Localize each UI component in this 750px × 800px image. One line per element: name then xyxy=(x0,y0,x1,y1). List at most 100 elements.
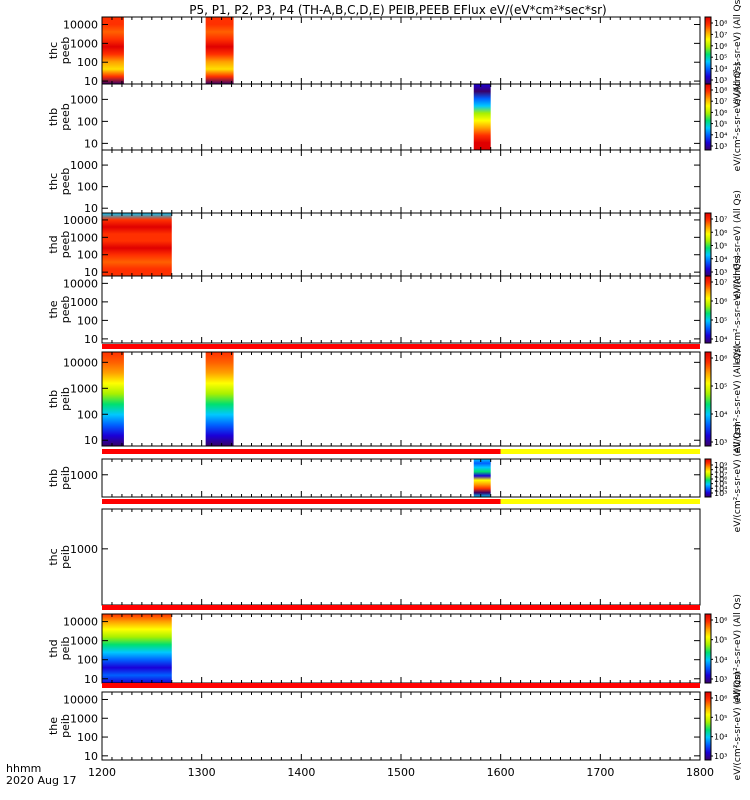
colorbar-tick-label: 10⁶ xyxy=(714,475,727,484)
colorbar-label: eV/(cm²-s-sr-eV) (All Qs) xyxy=(733,255,743,364)
x-tick-label: 1600 xyxy=(487,766,515,779)
colorbar-tick-label: 10⁴ xyxy=(714,65,727,74)
colorbar xyxy=(704,691,712,761)
colorbar-tick-label: 10³ xyxy=(714,752,727,761)
y-tick-label: 100 xyxy=(77,181,98,194)
y-tick-label: 100 xyxy=(77,115,98,128)
colorbar xyxy=(704,275,712,344)
panel-species-label: peib xyxy=(59,545,72,569)
y-tick-label: 10000 xyxy=(63,356,98,369)
y-tick-label: 1000 xyxy=(70,159,98,172)
panel-frame xyxy=(101,83,701,151)
y-tick-label: 100 xyxy=(77,654,98,667)
panel-probe-label: thd xyxy=(47,235,60,253)
panel-thc-peib: 1000 thc peib xyxy=(47,508,701,606)
mode-bar xyxy=(102,344,700,349)
y-tick-label: 1000 xyxy=(70,712,98,725)
colorbar-tick-label: 10³ xyxy=(714,675,727,684)
colorbar-tick-label: 10⁶ xyxy=(714,42,727,51)
colorbar-tick-label: 10⁹ xyxy=(714,461,727,470)
colorbar-tick-label: 10⁵ xyxy=(714,480,727,489)
colorbar-tick-label: 10⁶ xyxy=(714,616,727,625)
y-tick-label: 10 xyxy=(84,333,98,346)
colorbar xyxy=(704,351,712,447)
colorbar-label: eV/(cm²-s-sr-eV) (All Qs) xyxy=(733,63,743,172)
panel-species-label: peib xyxy=(59,466,72,490)
y-tick-label: 10000 xyxy=(63,693,98,706)
panel-probe-label: thb xyxy=(47,469,60,487)
mode-bar xyxy=(102,449,501,454)
colorbar-tick-label: 10⁵ xyxy=(714,636,727,645)
panel-frame xyxy=(101,212,701,277)
colorbar-tick-label: 10⁵ xyxy=(714,53,727,62)
colorbar-tick-label: 10⁸ xyxy=(714,86,727,95)
colorbar-tick-label: 10⁵ xyxy=(714,316,727,325)
y-tick-label: 1000 xyxy=(70,37,98,50)
x-tick-label: 1200 xyxy=(88,766,116,779)
y-tick-label: 10000 xyxy=(63,214,98,227)
panel-probe-label: the xyxy=(47,717,60,735)
colorbar-label: eV/(cm²-s-sr-eV) (All Qs) xyxy=(733,345,743,454)
y-tick-label: 1000 xyxy=(70,543,98,556)
panel-frame xyxy=(101,613,701,684)
colorbar-tick-label: 10⁷ xyxy=(714,97,727,106)
x-tick-label: 1800 xyxy=(686,766,714,779)
colorbar-tick-label: 10⁶ xyxy=(714,694,727,703)
colorbar-label: eV/(cm²-s-sr-eV) (All Qs) xyxy=(733,190,743,299)
y-tick-label: 10 xyxy=(84,75,98,88)
colorbar-tick-label: 10⁴ xyxy=(714,131,727,140)
x-axis-label-date: 2020 Aug 17 xyxy=(6,774,76,787)
colorbar-label: eV/(cm²-s-sr-eV) (All Qs) xyxy=(733,672,743,781)
panel-probe-label: thb xyxy=(47,108,60,126)
panel-species-label: peeb xyxy=(59,231,72,259)
panel-frame xyxy=(101,351,701,447)
colorbar-label: eV/(cm²-s-sr-eV) (All Qs) xyxy=(733,594,743,703)
panel-frame xyxy=(101,16,701,85)
colorbar-tick-label: 10⁵ xyxy=(714,713,727,722)
y-tick-label: 100 xyxy=(77,731,98,744)
mode-bar xyxy=(102,683,700,688)
colorbar-tick-label: 10⁴ xyxy=(714,733,727,742)
y-tick-label: 100 xyxy=(77,314,98,327)
y-tick-label: 10 xyxy=(84,673,98,686)
spectrogram-block xyxy=(473,459,491,497)
colorbar-tick-label: 10⁴ xyxy=(714,410,727,419)
panel-frame xyxy=(101,508,701,606)
colorbar-label: eV/(cm²-s-sr-eV) (All Qs) xyxy=(733,0,743,105)
colorbar-tick-label: 10³ xyxy=(714,76,727,85)
panel-species-label: peib xyxy=(59,387,72,411)
spectrogram-block xyxy=(205,352,234,446)
x-tick-label: 1500 xyxy=(387,766,415,779)
x-axis-label-hhmm: hhmm xyxy=(6,762,41,775)
y-tick-label: 100 xyxy=(77,56,98,69)
spectrogram-block xyxy=(473,84,491,150)
y-tick-label: 10 xyxy=(84,202,98,215)
colorbar-tick-label: 10³ xyxy=(714,268,727,277)
panel-species-label: peeb xyxy=(59,103,72,131)
panel-thc-peeb: 10 100 1000 thc peeb xyxy=(47,149,701,215)
colorbar-tick-label: 10⁷ xyxy=(714,30,727,39)
y-tick-label: 1000 xyxy=(70,231,98,244)
y-tick-label: 10 xyxy=(84,750,98,763)
panel-probe-label: thc xyxy=(47,42,60,59)
x-tick-label: 1300 xyxy=(188,766,216,779)
panel-frame xyxy=(101,691,701,761)
panel-species-label: peib xyxy=(59,714,72,738)
x-tick-label: 1700 xyxy=(586,766,614,779)
panel-probe-label: thc xyxy=(47,173,60,190)
panel-frame xyxy=(101,149,701,214)
panel-species-label: peeb xyxy=(59,37,72,65)
y-tick-label: 10 xyxy=(84,266,98,279)
y-tick-label: 1000 xyxy=(70,469,98,482)
x-tick-label: 1400 xyxy=(287,766,315,779)
colorbar-tick-label: 10⁴ xyxy=(714,655,727,664)
y-tick-label: 10000 xyxy=(63,616,98,629)
colorbar-tick-label: 10³ xyxy=(714,438,727,447)
colorbar-tick-label: 10³ xyxy=(714,142,727,151)
chart-title: P5, P1, P2, P3, P4 (TH-A,B,C,D,E) PEIB,P… xyxy=(189,3,606,17)
y-tick-label: 1000 xyxy=(70,93,98,106)
